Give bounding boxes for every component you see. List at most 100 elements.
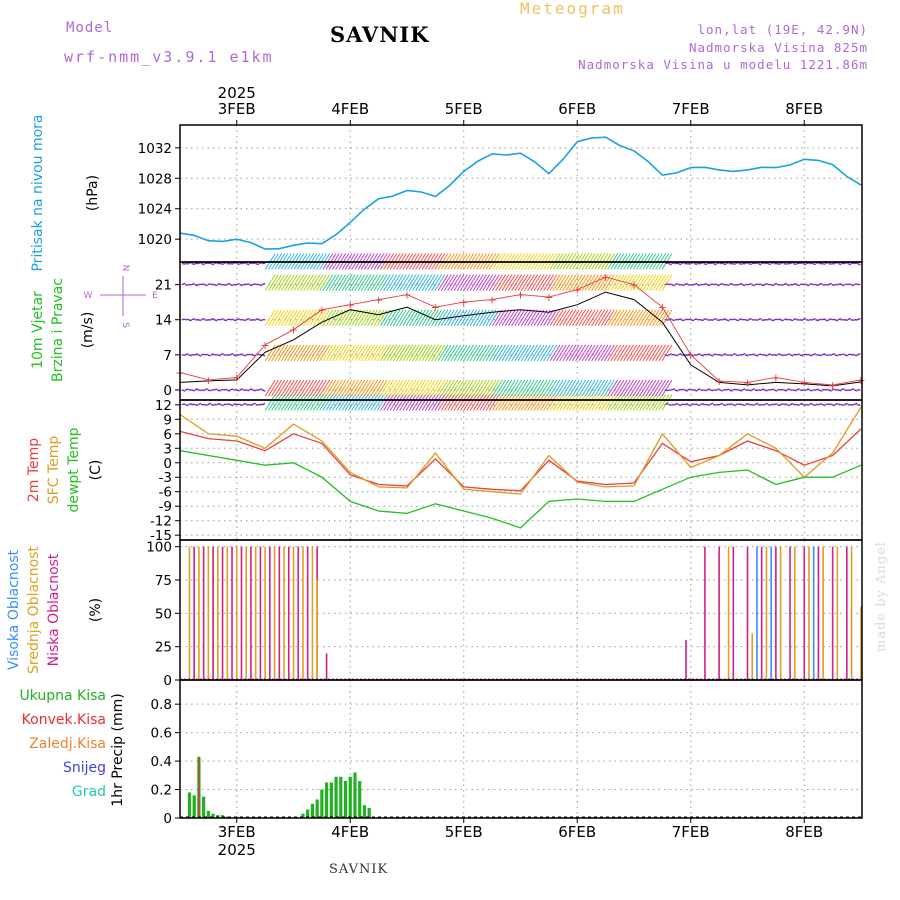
wind-barb (463, 379, 474, 397)
wind-barb (719, 354, 724, 357)
wind-barb (264, 394, 276, 411)
wind-barb (856, 353, 861, 356)
wind-barb (431, 309, 442, 326)
wind-barb (639, 344, 650, 362)
wind-barb (367, 379, 378, 397)
wind-barb (677, 403, 682, 407)
wind-barb (188, 319, 192, 322)
wind-barb (527, 394, 538, 411)
wind-barb (245, 389, 250, 392)
wind-barb (850, 388, 855, 391)
wind-barb (850, 262, 855, 265)
wind-barb (658, 309, 670, 326)
wind-barb (812, 353, 816, 356)
wind-barb (783, 262, 787, 265)
precip-total-bar (192, 795, 196, 818)
wind-barb (293, 379, 305, 397)
wind-barb (655, 274, 666, 291)
wind-barb (834, 319, 839, 322)
wind-barb (412, 309, 423, 326)
wind-barb (764, 282, 768, 286)
wind-barb (556, 274, 567, 291)
wind-barb (229, 353, 234, 356)
wind-barb (732, 388, 736, 391)
wind-barb (770, 319, 775, 322)
wind-barb (412, 379, 423, 397)
wind-barb (239, 353, 244, 356)
wind-barb (277, 274, 289, 291)
wind-axis-subtitle: Brzina i Pravac (50, 278, 66, 382)
wind-barb (408, 274, 420, 291)
y-tick-label: 0 (163, 456, 172, 472)
wind-barb (392, 379, 404, 397)
wind-barb (565, 344, 577, 362)
wind-barb (338, 274, 350, 291)
wind-barb (476, 379, 487, 397)
wind-barb (488, 309, 500, 326)
wind-barb (201, 353, 205, 356)
wind-barb (428, 394, 439, 411)
wind-barb (584, 274, 596, 291)
wind-barb (444, 394, 455, 411)
wind-barb (821, 318, 826, 321)
wind-barb (690, 319, 695, 322)
y-tick-label: 0 (163, 673, 172, 689)
wind-barb (322, 344, 334, 362)
wind-barb (399, 309, 410, 326)
wind-barb (380, 379, 391, 397)
wind-barb (428, 309, 439, 326)
wind-barb (460, 394, 471, 411)
precip-total-bar (367, 808, 371, 818)
wind-barb (274, 379, 286, 397)
wind-barb (405, 394, 417, 411)
y-tick-label: -15 (150, 528, 172, 544)
wind-gust-marker: + (601, 271, 610, 284)
wind-barb (588, 394, 599, 411)
wind-barb (744, 402, 749, 406)
wind-barb (821, 352, 826, 356)
wind-barb (642, 309, 654, 326)
wind-barb (466, 344, 478, 362)
wind-barb (722, 318, 727, 321)
wind-barb (335, 274, 346, 291)
wind-barb (575, 309, 586, 326)
wind-barb (421, 344, 433, 362)
wind-barb (472, 379, 484, 397)
wind-barb (725, 388, 730, 391)
wind-barb (696, 283, 701, 287)
wind-barb (584, 379, 596, 397)
wind-barb (581, 394, 593, 411)
wind-barb (709, 262, 714, 265)
wind-barb (284, 394, 295, 411)
wind-barb (277, 379, 289, 397)
wind-gust-marker: + (800, 376, 809, 389)
wind-barb (777, 318, 781, 321)
wind-barb (828, 403, 832, 406)
wind-barb (226, 403, 231, 406)
wind-barb (447, 274, 458, 291)
wind-barb (780, 283, 784, 286)
wind-barb (559, 379, 570, 397)
date-label-top: 6FEB (558, 100, 596, 118)
wind-barb (524, 344, 535, 362)
wind-barb (249, 403, 253, 406)
wind-barb (559, 394, 570, 411)
wind-barb (648, 394, 660, 411)
wind-barb (210, 317, 215, 321)
wind-gust-marker: + (459, 296, 468, 309)
wind-barb (383, 344, 394, 362)
temp-2m-line (179, 428, 862, 492)
legend-freezing-rain: Zaledj.Kisa (29, 736, 106, 752)
wind-barb (642, 379, 654, 397)
wind-barb (191, 318, 196, 321)
wind-barb (520, 379, 532, 397)
wind-barb (825, 403, 829, 406)
compass-west: W (84, 291, 93, 301)
y-tick-label: 6 (163, 427, 172, 443)
wind-barb (437, 309, 449, 326)
wind-barb (233, 403, 237, 406)
wind-barb (408, 344, 420, 362)
wind-barb (789, 319, 794, 322)
wind-barb (757, 262, 762, 266)
